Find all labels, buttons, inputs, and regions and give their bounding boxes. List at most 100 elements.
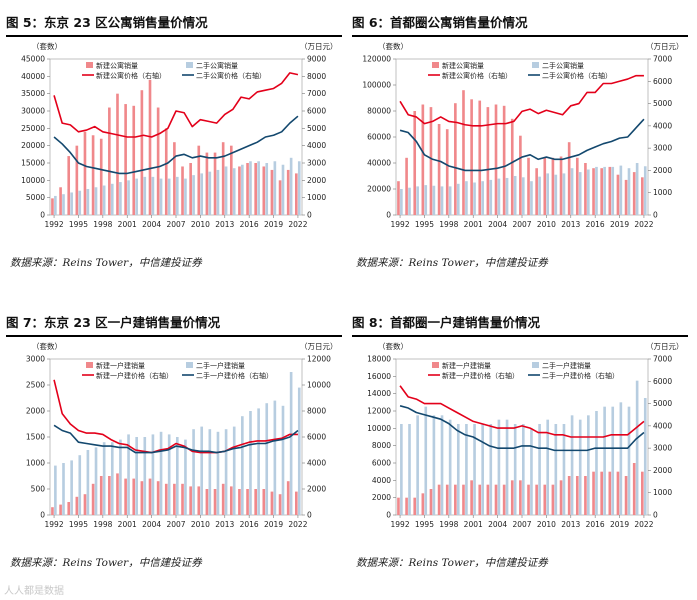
bar-used [505,419,509,515]
right-tick-label: 6000 [307,433,326,442]
bar-used [167,434,171,515]
bar-new [140,90,144,215]
bar-new [421,493,425,515]
bar-new [91,483,95,515]
bar-used [643,398,647,515]
bar-used [448,419,452,515]
bar-used [546,419,550,515]
bar-new [246,489,249,515]
bar-new [624,476,628,515]
left-tick-label: 14000 [367,389,391,398]
legend-swatch-new-bar [86,362,93,368]
bar-used [297,161,301,215]
chart-panel-capital-condo: 图 6：首都圈公寓销售量价情况 （套数） （万日元） 0 20000 40000 6000… [352,0,688,290]
bar-used [176,437,179,515]
right-tick-label: 0 [307,211,312,220]
x-tick-label: 2004 [488,220,507,229]
bar-used [289,157,293,215]
legend-label: 新建一户建销量 [96,361,145,370]
left-tick-label: 1500 [26,433,45,442]
line-new-price [53,72,299,138]
left-tick-label: 2500 [26,381,45,390]
bar-new [600,471,603,515]
right-tick-label: 7000 [653,55,672,64]
left-tick-label: 35000 [21,89,45,98]
source-note: 数据来源：Reins Tower，中信建投证券 [10,557,202,569]
chart-panel-capital-house: 图 8：首都圈一户建销售量价情况 （套数） （万日元） 0 2000 4000 6000 8… [352,300,688,590]
bar-new [156,107,160,215]
bar-used [530,428,533,515]
right-tick-label: 5000 [653,99,672,108]
bar-new [221,142,225,215]
bar-used [281,405,285,515]
bar-new [397,181,400,215]
bar-new [124,104,127,215]
legend-label: 二手公寓销量 [196,61,238,70]
left-tick-label: 40000 [21,72,45,81]
bar-new [454,103,457,215]
right-tick-label: 5000 [653,399,672,408]
bar-used [176,176,179,215]
bar-used [78,455,82,515]
bar-new [83,494,87,515]
x-tick-label: 2016 [240,520,259,529]
left-tick-label: 3000 [26,355,45,364]
bar-new [608,471,612,515]
left-tick-label: 0 [40,211,45,220]
bar-new [551,157,555,215]
bar-used [70,192,73,215]
right-tick-label: 6000 [653,377,672,386]
bar-used [86,450,90,515]
bar-new [592,471,595,515]
bar-used [102,185,106,215]
bar-new [108,107,111,215]
right-tick-label: 1000 [653,188,672,197]
right-axis-unit: （万日元） [646,342,684,351]
bar-new [124,478,127,515]
x-tick-label: 2022 [288,520,307,529]
bar-used [208,171,212,215]
right-tick-label: 5000 [307,124,326,133]
bar-used [241,416,244,515]
x-tick-label: 1992 [391,220,410,229]
bar-used [587,415,590,515]
bar-used [611,166,615,215]
bar-new [286,169,290,215]
bar-new [413,111,417,215]
bar-new [116,93,119,215]
bar-new [286,481,290,515]
legend-label: 二手一户建价格（右轴） [542,371,619,380]
bar-used [224,429,228,515]
right-tick-label: 3000 [653,144,672,153]
legend-label: 二手一户建销量 [542,361,591,370]
bar-new [462,90,465,215]
bar-new [535,168,538,215]
x-tick-label: 2001 [118,220,137,229]
bar-new [437,484,441,515]
legend-label: 新建一户建销量 [442,361,491,370]
bar-new [502,105,506,215]
left-axis-unit: （套数） [378,341,408,351]
bar-used [281,164,285,215]
bar-used [497,178,501,215]
left-tick-label: 30000 [21,107,45,116]
left-tick-label: 25000 [21,124,45,133]
bar-used [570,415,574,515]
bar-new [181,166,184,215]
bar-new [181,483,184,515]
line-new-price [399,74,644,127]
bar-new [624,179,628,215]
legend-label: 二手公寓销量 [542,61,584,70]
bar-new [148,478,152,515]
bar-used [400,424,403,515]
bar-used [440,415,444,515]
bar-new [173,142,176,215]
x-tick-label: 2022 [288,220,307,229]
bar-new [229,145,233,215]
bar-used [289,372,293,515]
left-tick-label: 10000 [21,176,45,185]
bar-new [478,100,482,215]
bar-used [635,380,639,515]
bar-used [54,195,57,215]
bar-used [595,166,598,215]
